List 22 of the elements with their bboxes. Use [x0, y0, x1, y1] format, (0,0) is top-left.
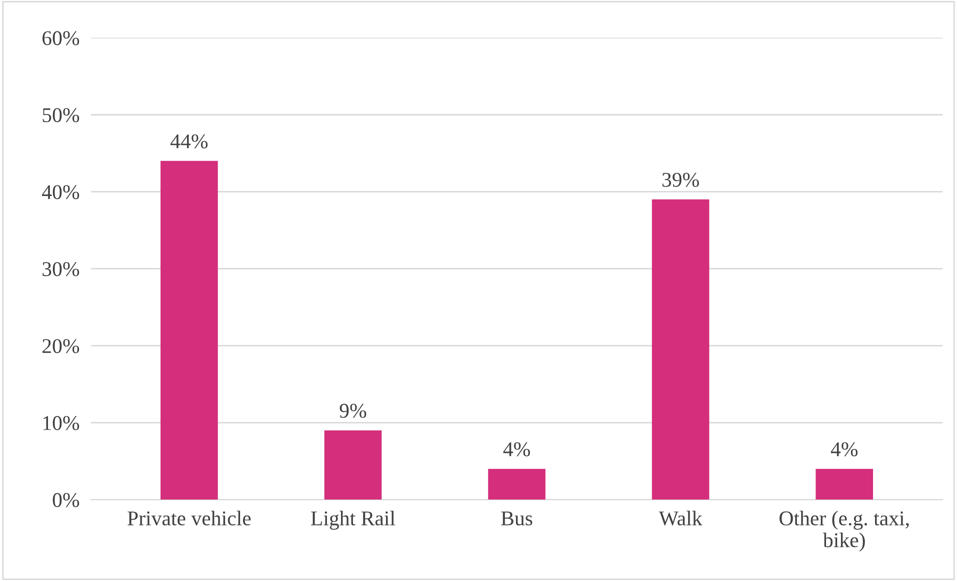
- data-label: 4%: [830, 442, 858, 456]
- y-tick-label: 60%: [42, 31, 80, 46]
- data-label: 9%: [340, 404, 366, 418]
- y-tick-label: 20%: [42, 339, 80, 354]
- y-tick-label: 30%: [42, 262, 80, 276]
- bar: [652, 199, 710, 500]
- x-tick-label: Walk: [658, 510, 702, 526]
- x-tick-label: Light Rail: [311, 510, 396, 530]
- y-tick-label: 10%: [43, 416, 80, 430]
- bar: [324, 430, 382, 500]
- data-label: 4%: [503, 442, 530, 456]
- y-tick-label: 50%: [42, 108, 80, 122]
- x-tick-label: Private vehicle: [128, 510, 251, 526]
- data-label: 39%: [662, 172, 699, 187]
- x-tick-label: Other (e.g. taxi, bike): [780, 510, 909, 552]
- bar: [488, 468, 546, 500]
- x-tick-label: Bus: [501, 512, 532, 526]
- bar: [816, 468, 874, 500]
- data-label: 44%: [170, 134, 208, 148]
- y-tick-label: 0%: [52, 493, 80, 508]
- bar: [160, 160, 218, 500]
- y-tick-label: 40%: [42, 185, 80, 200]
